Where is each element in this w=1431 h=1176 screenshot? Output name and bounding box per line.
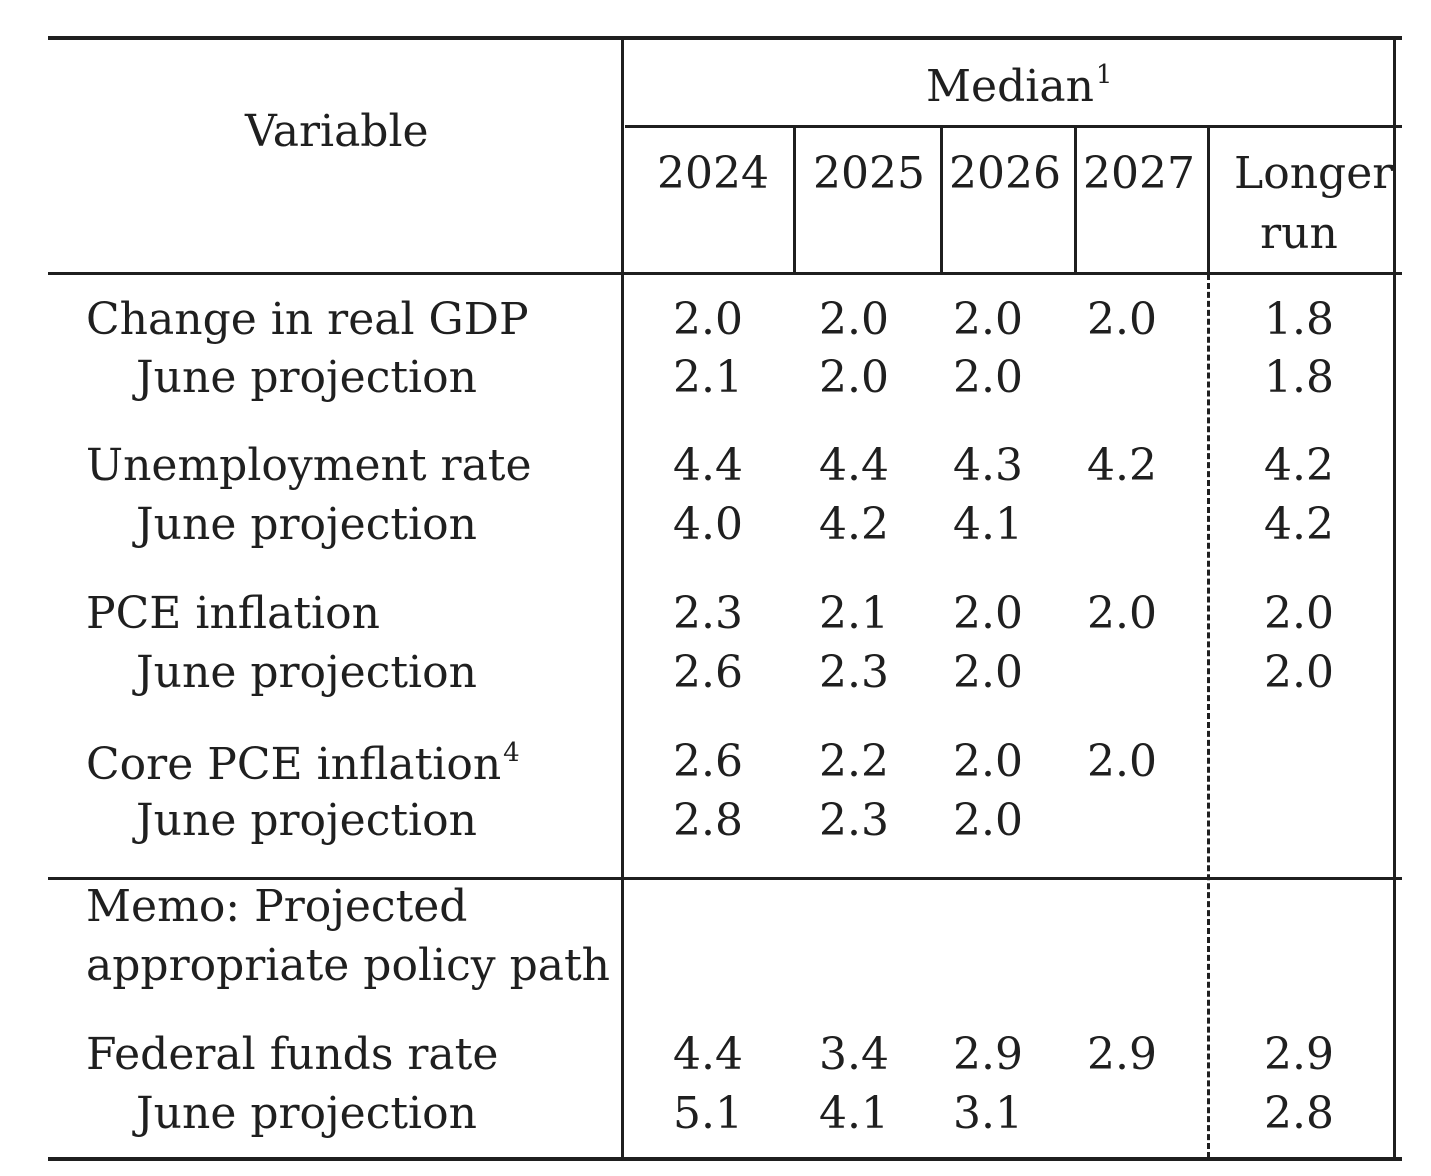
- table-cell: 2.9: [1087, 1029, 1157, 1080]
- table-cell: 2.0: [953, 647, 1023, 698]
- table-cell: 2.1: [819, 588, 889, 639]
- table-cell: 2.3: [819, 795, 889, 846]
- table-cell: 2.6: [673, 647, 743, 698]
- table-cell: 3.4: [819, 1029, 889, 1080]
- table-cell: 2.9: [1264, 1029, 1334, 1080]
- table-cell: 2.3: [819, 647, 889, 698]
- table-cell: 2.0: [1087, 736, 1157, 787]
- row-label-unemployment: Unemployment rate: [86, 440, 532, 491]
- table-cell: 5.1: [673, 1088, 743, 1139]
- table-cell: 2.8: [1264, 1088, 1334, 1139]
- year-divider-2026: [940, 127, 943, 274]
- header-bottom-rule: [48, 272, 1402, 275]
- table-cell: 2.2: [819, 736, 889, 787]
- right-border: [1393, 38, 1396, 1160]
- row-label-june-projection: June projection: [136, 647, 477, 698]
- table-cell: 2.0: [953, 352, 1023, 403]
- table-cell: 2.0: [953, 795, 1023, 846]
- row-label-june-projection: June projection: [136, 352, 477, 403]
- row-label-june-projection: June projection: [136, 499, 477, 550]
- year-divider-2027: [1074, 127, 1077, 274]
- table-cell: 2.0: [953, 736, 1023, 787]
- table-cell: 4.4: [673, 1029, 743, 1080]
- table-cell: 2.0: [819, 294, 889, 345]
- row-label-june-projection: June projection: [136, 795, 477, 846]
- table-cell: 1.8: [1264, 352, 1334, 403]
- longer-run-header-line2: run: [1260, 208, 1338, 259]
- table-cell: 4.4: [819, 440, 889, 491]
- median-header: Median1: [926, 60, 1113, 112]
- row-label-pce-inflation: PCE inflation: [86, 588, 380, 639]
- table-cell: 2.0: [819, 352, 889, 403]
- top-rule: [48, 36, 1402, 40]
- table-cell: 2.0: [1087, 294, 1157, 345]
- row-label-federal-funds-rate: Federal funds rate: [86, 1029, 499, 1080]
- row-label-gdp: Change in real GDP: [86, 294, 529, 345]
- year-header: 2026: [949, 148, 1061, 199]
- table-cell: 2.1: [673, 352, 743, 403]
- table-cell: 2.0: [953, 294, 1023, 345]
- row-label-june-projection: June projection: [136, 1088, 477, 1139]
- variable-column-divider: [621, 38, 624, 1160]
- table-cell: 4.4: [673, 440, 743, 491]
- table-cell: 4.2: [819, 499, 889, 550]
- year-header: 2024: [657, 148, 769, 199]
- table-cell: 2.0: [1264, 647, 1334, 698]
- table-cell: 4.0: [673, 499, 743, 550]
- table-cell: 4.2: [1264, 440, 1334, 491]
- table-cell: 2.6: [673, 736, 743, 787]
- table-cell: 4.1: [953, 499, 1023, 550]
- longer-run-header-line1: Longer: [1234, 148, 1394, 199]
- memo-heading-line1: Memo: Projected: [86, 881, 468, 932]
- memo-heading-line2: appropriate policy path: [86, 940, 611, 991]
- memo-rule: [48, 877, 1402, 880]
- table-cell: 3.1: [953, 1088, 1023, 1139]
- median-underline: [625, 125, 1402, 128]
- table-cell: 1.8: [1264, 294, 1334, 345]
- bottom-rule: [48, 1157, 1402, 1161]
- year-divider-2025: [793, 127, 796, 274]
- longer-run-dashed-divider: [1207, 274, 1210, 1158]
- table-cell: 2.0: [1264, 588, 1334, 639]
- median-footnote-marker: 1: [1095, 60, 1113, 90]
- table-cell: 2.3: [673, 588, 743, 639]
- longer-run-divider: [1207, 127, 1210, 274]
- row-label-core-pce-inflation: Core PCE inflation4: [86, 738, 520, 790]
- table-cell: 2.9: [953, 1029, 1023, 1080]
- table-cell: 2.0: [673, 294, 743, 345]
- table-cell: 4.1: [819, 1088, 889, 1139]
- core-pce-footnote-marker: 4: [503, 738, 520, 768]
- table-cell: 4.2: [1264, 499, 1334, 550]
- table-cell: 2.8: [673, 795, 743, 846]
- table-cell: 2.0: [1087, 588, 1157, 639]
- table-cell: 4.3: [953, 440, 1023, 491]
- table-cell: 4.2: [1087, 440, 1157, 491]
- table-cell: 2.0: [953, 588, 1023, 639]
- year-header: 2027: [1083, 148, 1195, 199]
- year-header: 2025: [813, 148, 925, 199]
- variable-header: Variable: [245, 106, 429, 157]
